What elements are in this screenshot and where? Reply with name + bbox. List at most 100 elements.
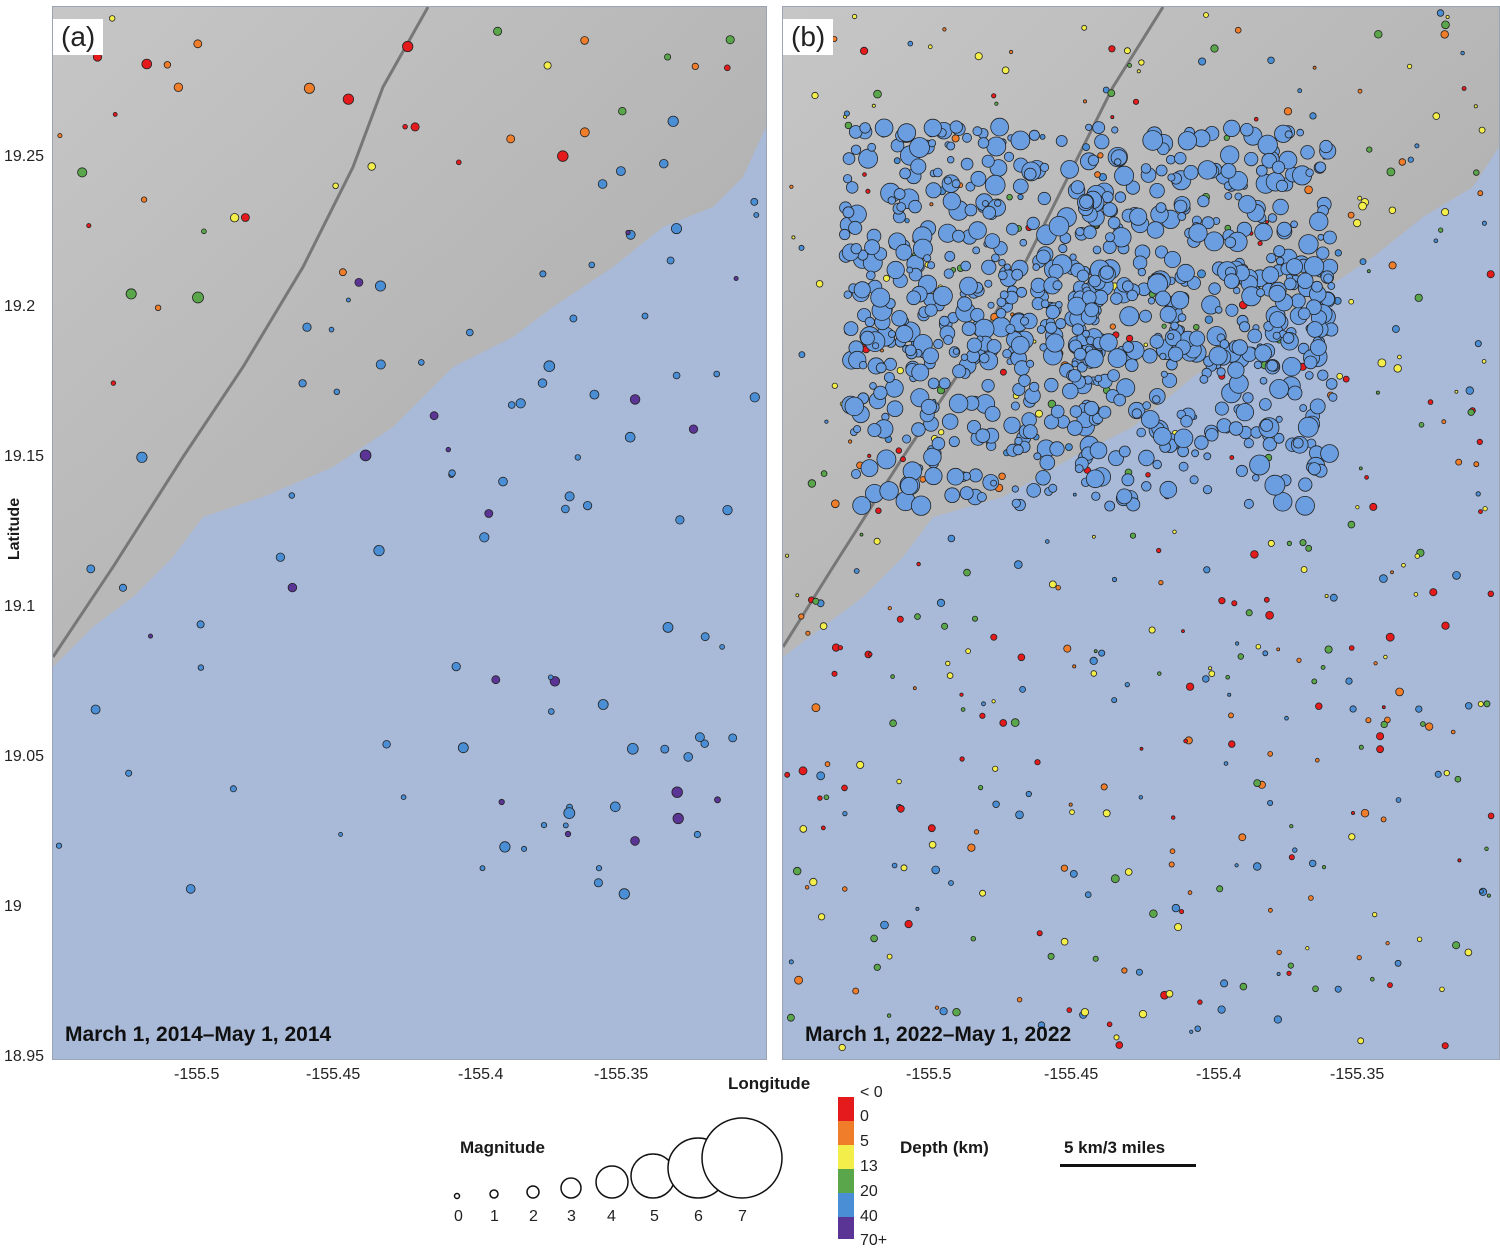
earthquake-dot bbox=[853, 281, 871, 299]
earthquake-dot bbox=[968, 221, 987, 240]
earthquake-dot bbox=[795, 593, 800, 598]
earthquake-dot bbox=[1197, 999, 1203, 1005]
panel-b-date: March 1, 2022–May 1, 2022 bbox=[805, 1023, 1072, 1046]
earthquake-dot bbox=[896, 804, 905, 813]
earthquake-dot bbox=[1225, 674, 1231, 680]
earthquake-dot bbox=[1306, 321, 1324, 338]
earthquake-dot bbox=[240, 213, 250, 222]
earthquake-dot bbox=[1272, 198, 1289, 216]
earthquake-dot bbox=[1159, 305, 1177, 323]
earthquake-dot bbox=[173, 82, 184, 93]
earthquake-dot bbox=[1142, 348, 1158, 364]
earthquake-dot bbox=[1329, 593, 1338, 602]
earthquake-dot bbox=[1238, 833, 1247, 842]
earthquake-dot bbox=[163, 61, 172, 69]
earthquake-dot bbox=[1224, 236, 1237, 249]
earthquake-dot bbox=[962, 132, 972, 143]
earthquake-dot bbox=[1284, 715, 1289, 721]
earthquake-dot bbox=[1205, 428, 1219, 442]
earthquake-dot bbox=[895, 324, 914, 343]
earthquake-dot bbox=[429, 411, 439, 421]
earthquake-dot bbox=[893, 188, 906, 200]
earthquake-dot bbox=[1072, 492, 1077, 497]
earthquake-dot bbox=[1197, 160, 1218, 180]
earthquake-dot bbox=[1452, 941, 1461, 950]
earthquake-dot bbox=[1308, 895, 1314, 901]
earthquake-dot bbox=[1080, 1008, 1089, 1017]
earthquake-dot bbox=[1252, 474, 1260, 482]
earthquake-dot bbox=[1159, 352, 1167, 360]
earthquake-dot bbox=[968, 468, 983, 483]
earthquake-dot bbox=[1365, 717, 1372, 724]
earthquake-dot bbox=[1202, 675, 1210, 683]
earthquake-dot bbox=[1075, 227, 1085, 237]
earthquake-dot bbox=[785, 553, 790, 558]
mag-circle-1 bbox=[489, 1189, 499, 1199]
earthquake-dot bbox=[1366, 146, 1373, 153]
earthquake-dot bbox=[915, 906, 920, 911]
earthquake-dot bbox=[557, 150, 569, 162]
earthquake-dot bbox=[1229, 455, 1235, 460]
earthquake-dot bbox=[1398, 158, 1406, 166]
earthquake-dot bbox=[1461, 86, 1467, 91]
earthquake-dot bbox=[1436, 9, 1445, 17]
earthquake-dot bbox=[886, 1013, 892, 1018]
earthquake-dot bbox=[1323, 230, 1337, 245]
earthquake-dot bbox=[1106, 1021, 1113, 1028]
earthquake-dot bbox=[1257, 134, 1278, 155]
earthquake-dot bbox=[1165, 154, 1176, 165]
earthquake-dot bbox=[1013, 178, 1029, 195]
earthquake-dot bbox=[862, 172, 867, 177]
earthquake-dot bbox=[815, 280, 824, 288]
earthquake-dot bbox=[990, 117, 1009, 137]
earthquake-dot bbox=[1243, 498, 1254, 509]
map-a-canvas bbox=[53, 7, 766, 1059]
earthquake-dot bbox=[943, 176, 952, 185]
earthquake-dot bbox=[1445, 14, 1450, 19]
earthquake-dot bbox=[1357, 195, 1363, 201]
earthquake-dot bbox=[1045, 333, 1065, 353]
earthquake-dot bbox=[1173, 199, 1188, 214]
earthquake-dot bbox=[1044, 377, 1059, 393]
earthquake-dot bbox=[1477, 190, 1484, 197]
earthquake-dot bbox=[332, 182, 339, 189]
earthquake-dot bbox=[1364, 475, 1369, 480]
earthquake-dot bbox=[1087, 154, 1099, 166]
earthquake-dot bbox=[868, 652, 873, 657]
earthquake-dot bbox=[867, 453, 872, 458]
earthquake-dot bbox=[1136, 69, 1141, 74]
earthquake-dot bbox=[938, 429, 945, 436]
earthquake-dot bbox=[1266, 253, 1277, 264]
earthquake-dot bbox=[946, 467, 965, 486]
earthquake-dot bbox=[1349, 705, 1357, 713]
earthquake-dot bbox=[1475, 491, 1481, 497]
earthquake-dot bbox=[1358, 466, 1363, 471]
earthquake-dot bbox=[845, 181, 859, 194]
earthquake-dot bbox=[1110, 292, 1123, 305]
earthquake-dot bbox=[895, 243, 913, 261]
earthquake-dot bbox=[1375, 390, 1380, 395]
earthquake-dot bbox=[1214, 306, 1223, 314]
earthquake-dot bbox=[907, 40, 914, 47]
earthquake-dot bbox=[970, 936, 976, 942]
earthquake-dot bbox=[910, 158, 927, 175]
earthquake-dot bbox=[799, 825, 808, 833]
earthquake-dot bbox=[1347, 520, 1356, 529]
earthquake-dot bbox=[375, 359, 386, 370]
earthquake-dot bbox=[1168, 861, 1175, 868]
earthquake-dot bbox=[1165, 989, 1174, 998]
earthquake-dot bbox=[1299, 539, 1307, 547]
earthquake-dot bbox=[1240, 122, 1254, 137]
earthquake-dot bbox=[1366, 269, 1371, 274]
earthquake-dot bbox=[733, 275, 739, 281]
earthquake-dot bbox=[1312, 65, 1317, 70]
earthquake-dot bbox=[1385, 632, 1395, 642]
earthquake-dot bbox=[839, 228, 851, 241]
earthquake-dot bbox=[1110, 874, 1120, 884]
earthquake-dot bbox=[1379, 574, 1388, 583]
earthquake-dot bbox=[1006, 193, 1013, 201]
earthquake-dot bbox=[798, 766, 808, 776]
earthquake-dot bbox=[1016, 286, 1028, 298]
earthquake-dot bbox=[154, 304, 162, 311]
earthquake-dot bbox=[873, 963, 881, 971]
